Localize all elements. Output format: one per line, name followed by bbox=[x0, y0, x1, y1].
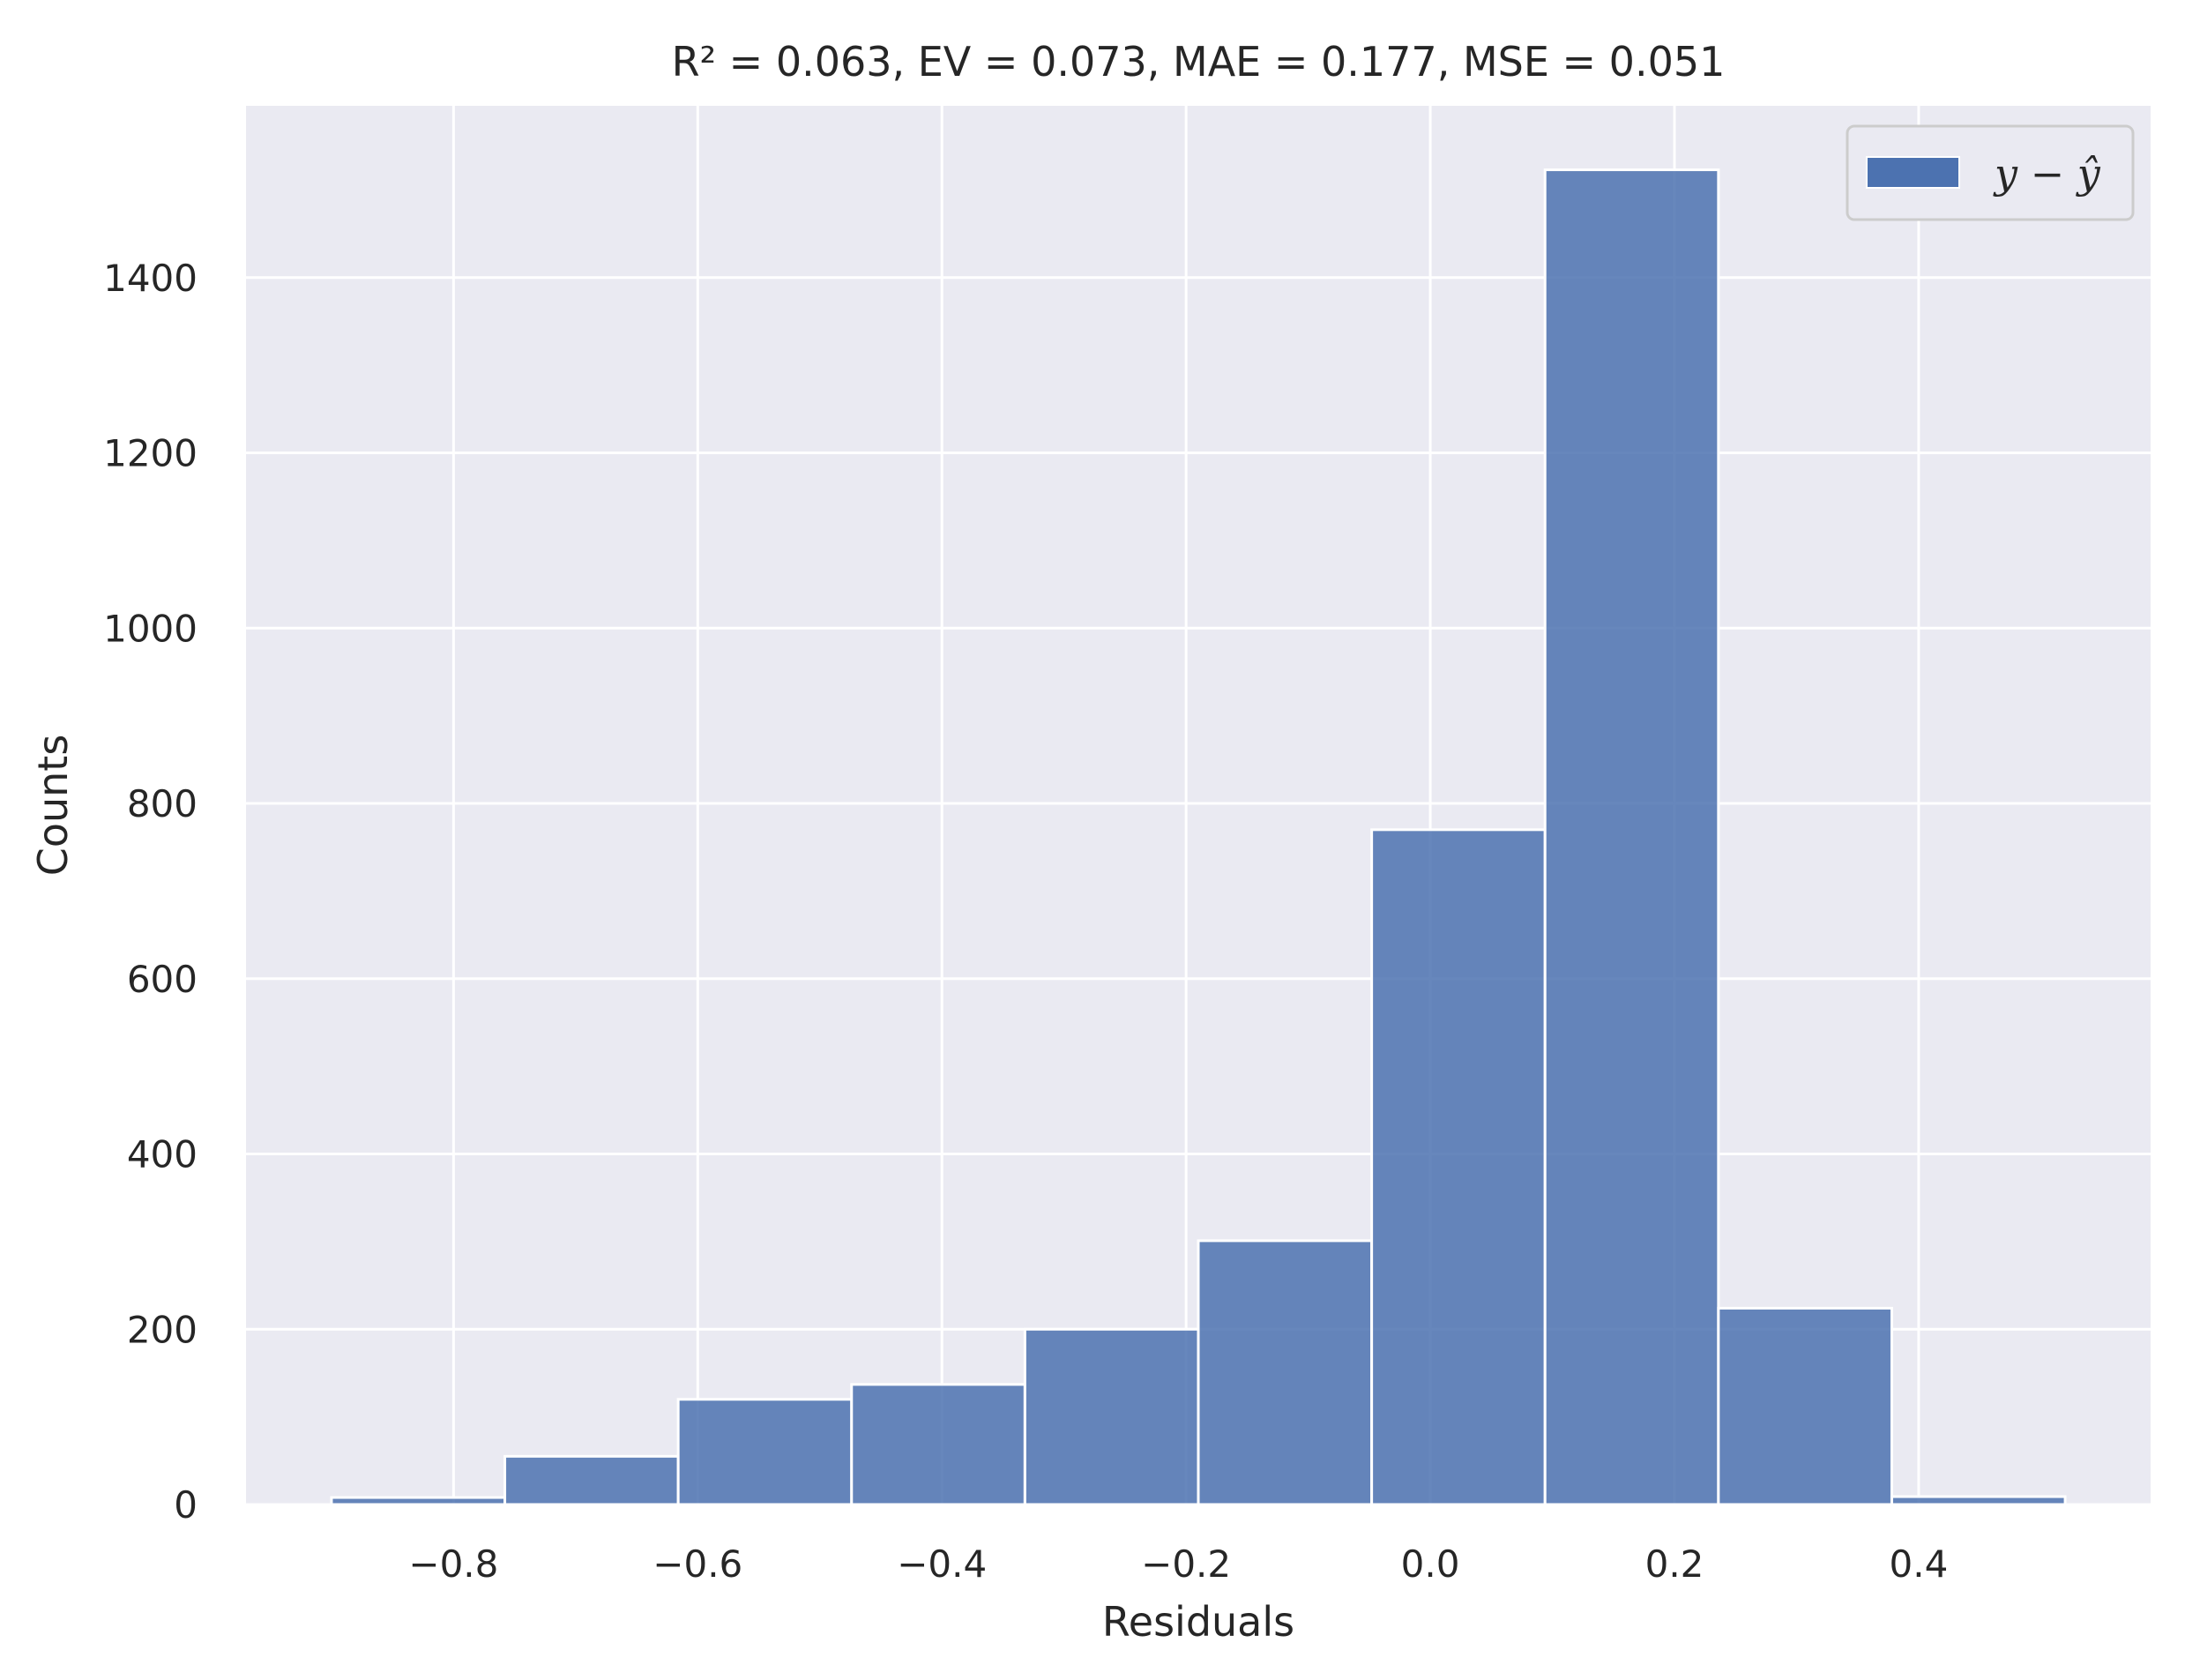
x-tick-label: 0.2 bbox=[1645, 1542, 1704, 1586]
y-tick-label: 600 bbox=[127, 958, 198, 1001]
x-tick-label: 0.4 bbox=[1890, 1542, 1949, 1586]
legend: y − ŷ bbox=[1846, 124, 2135, 221]
y-tick-label: 800 bbox=[127, 782, 198, 825]
histogram-bar bbox=[1543, 168, 1720, 1506]
histogram-bar bbox=[503, 1454, 680, 1506]
x-tick-label: −0.6 bbox=[653, 1542, 742, 1586]
histogram-bar bbox=[850, 1383, 1026, 1506]
x-tick-label: −0.8 bbox=[408, 1542, 498, 1586]
x-tick-label: 0.0 bbox=[1401, 1542, 1460, 1586]
legend-swatch bbox=[1866, 156, 1960, 189]
histogram-bar bbox=[676, 1398, 854, 1506]
y-tick-label: 1200 bbox=[103, 432, 198, 475]
x-axis-label: Residuals bbox=[1102, 1598, 1294, 1646]
histogram-bar bbox=[330, 1496, 507, 1506]
y-tick-label: 0 bbox=[174, 1483, 198, 1527]
histogram-bar bbox=[1197, 1239, 1374, 1506]
chart-title: R² = 0.063, EV = 0.073, MAE = 0.177, MSE… bbox=[672, 38, 1726, 86]
legend-box bbox=[1846, 124, 2135, 221]
histogram-bar bbox=[1023, 1327, 1200, 1506]
x-tick-label: −0.4 bbox=[897, 1542, 987, 1586]
x-axis-ticks: −0.8 −0.6 −0.4 −0.2 0.0 0.2 0.4 bbox=[408, 1542, 1948, 1586]
y-tick-label: 1000 bbox=[103, 607, 198, 650]
y-axis-label: Counts bbox=[29, 735, 77, 877]
histogram-bar bbox=[1717, 1306, 1893, 1506]
legend-label: y − ŷ bbox=[1993, 150, 2101, 198]
histogram-bar bbox=[1890, 1495, 2067, 1506]
x-tick-label: −0.2 bbox=[1141, 1542, 1231, 1586]
y-tick-label: 400 bbox=[127, 1133, 198, 1176]
y-axis-ticks: 0 200 400 600 800 1000 1200 1400 bbox=[103, 257, 198, 1527]
histogram-bar bbox=[1370, 828, 1547, 1506]
y-tick-label: 1400 bbox=[103, 257, 198, 300]
histogram-bars bbox=[330, 168, 2067, 1506]
y-tick-label: 200 bbox=[127, 1308, 198, 1351]
